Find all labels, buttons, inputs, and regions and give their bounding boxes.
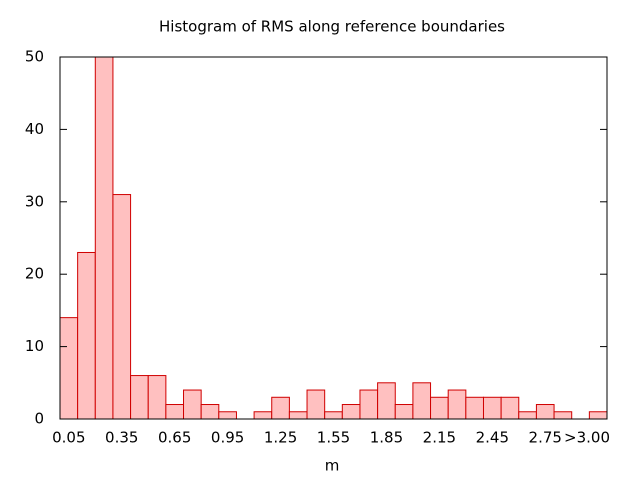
bar: [588, 411, 608, 420]
bar: [553, 411, 573, 420]
bar: [394, 404, 414, 420]
bar: [112, 194, 132, 420]
bar: [465, 396, 484, 420]
bar: [218, 411, 237, 420]
x-tick-label: >3.00: [564, 429, 610, 447]
bar: [377, 382, 396, 420]
bar: [412, 382, 432, 420]
bar: [183, 389, 202, 420]
y-tick-label: 50: [25, 48, 44, 66]
x-tick-label: 0.05: [52, 429, 85, 447]
bar: [324, 411, 343, 420]
bar: [94, 56, 114, 420]
y-tick-label: 10: [25, 337, 44, 355]
bar: [430, 396, 449, 420]
x-tick-label: 1.55: [317, 429, 350, 447]
bar: [147, 375, 167, 420]
bar: [200, 404, 220, 420]
bar: [500, 396, 520, 420]
bar: [306, 389, 326, 420]
bar: [341, 404, 361, 420]
bar: [535, 404, 555, 420]
bar: [165, 404, 185, 420]
bar: [482, 396, 502, 420]
bar: [518, 411, 537, 420]
x-tick-label: 0.35: [105, 429, 138, 447]
y-tick-label: 40: [25, 120, 44, 138]
bar: [359, 389, 379, 420]
x-axis-label: m: [325, 457, 340, 475]
y-tick-label: 20: [25, 265, 44, 283]
bar: [271, 396, 290, 420]
bar: [130, 375, 149, 420]
bar: [288, 411, 308, 420]
x-tick-label: 0.65: [158, 429, 191, 447]
chart-title: Histogram of RMS along reference boundar…: [159, 18, 505, 36]
x-tick-label: 2.45: [476, 429, 509, 447]
x-tick-label: 1.85: [370, 429, 403, 447]
bar: [59, 317, 79, 420]
plot-frame: [59, 56, 608, 420]
bar: [253, 411, 273, 420]
x-tick-label: 2.15: [423, 429, 456, 447]
bar: [447, 389, 467, 420]
x-tick-label: 1.25: [264, 429, 297, 447]
y-tick-label: 0: [34, 410, 44, 428]
x-tick-label: 0.95: [211, 429, 244, 447]
x-tick-label: 2.75: [529, 429, 562, 447]
bar: [77, 251, 96, 420]
y-tick-label: 30: [25, 192, 44, 210]
